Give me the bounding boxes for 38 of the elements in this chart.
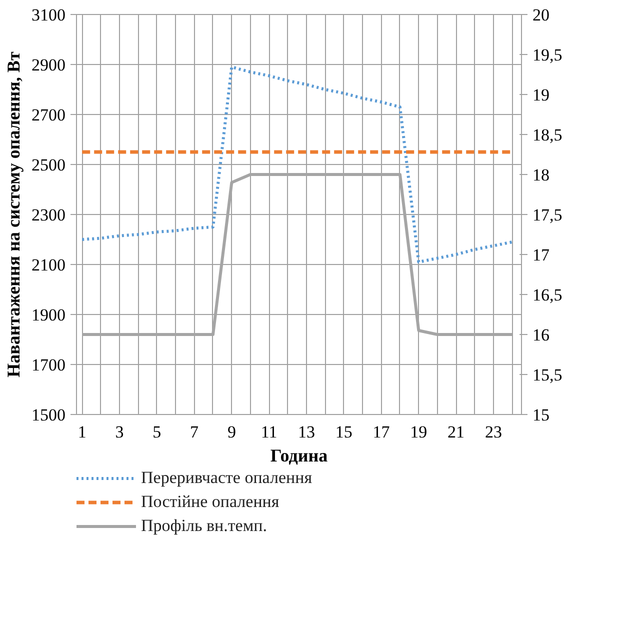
x-tick-label: 19 bbox=[410, 422, 428, 442]
legend-label: Профіль вн.темп. bbox=[141, 516, 267, 536]
x-tick-label: 9 bbox=[227, 422, 236, 442]
y2-tick-label: 16,5 bbox=[532, 286, 562, 304]
y-tick-label: 2900 bbox=[32, 56, 66, 74]
x-tick-label: 3 bbox=[115, 422, 124, 442]
y2-tick-label: 19,5 bbox=[532, 46, 562, 64]
y-tick-label: 3100 bbox=[32, 6, 66, 24]
y-tick-label: 2300 bbox=[32, 206, 66, 224]
y-tick-label: 1900 bbox=[32, 306, 66, 324]
y-tick-label: 2700 bbox=[32, 106, 66, 124]
x-tick-label: 17 bbox=[372, 422, 390, 442]
x-tick-label: 15 bbox=[335, 422, 352, 442]
y-tick-label: 2100 bbox=[32, 256, 66, 274]
x-tick-label: 1 bbox=[78, 422, 86, 442]
y2-tick-label: 17,5 bbox=[532, 206, 562, 224]
legend-label: Переривчасте опалення bbox=[141, 468, 312, 488]
x-tick-label: 7 bbox=[190, 422, 200, 442]
y2-tick-label: 16 bbox=[532, 326, 550, 344]
y-tick-label: 2500 bbox=[32, 156, 66, 174]
y2-tick-label: 18 bbox=[532, 166, 550, 184]
y2-tick-label: 17 bbox=[532, 246, 550, 264]
y-tick-label: 1700 bbox=[32, 356, 66, 374]
y2-tick-label: 19 bbox=[532, 86, 550, 104]
line-series bbox=[80, 66, 514, 264]
x-tick-label: 21 bbox=[448, 422, 465, 442]
y-axis-title: Навантаження на систему опалення, Вт bbox=[4, 51, 24, 378]
x-tick-label: 13 bbox=[298, 422, 315, 442]
x-axis-title: Година bbox=[270, 446, 328, 466]
y2-tick-label: 18,5 bbox=[532, 126, 562, 144]
x-tick-label: 5 bbox=[152, 422, 162, 442]
x-tick-label: 23 bbox=[484, 422, 502, 442]
y2-tick-label: 15 bbox=[532, 406, 550, 424]
y-tick-label: 1500 bbox=[32, 406, 66, 424]
y2-tick-label: 15,5 bbox=[532, 366, 562, 384]
legend-label: Постійне опалення bbox=[141, 492, 280, 512]
x-tick-label: 11 bbox=[260, 422, 278, 442]
y2-tick-label: 20 bbox=[532, 6, 550, 24]
